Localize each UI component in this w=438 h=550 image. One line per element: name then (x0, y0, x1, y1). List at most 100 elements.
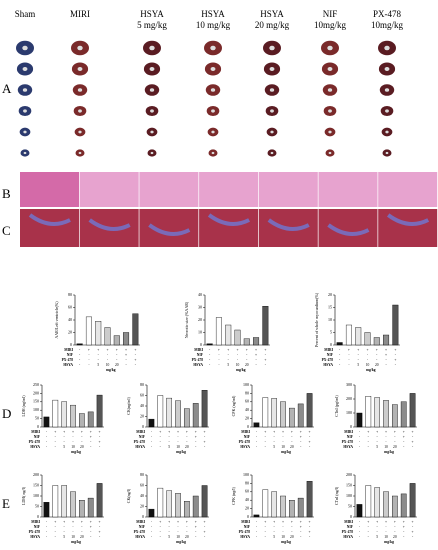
panel-label: E (2, 496, 10, 511)
treatment-name: PX-478 (134, 530, 146, 534)
treatment-name: NIF (34, 525, 41, 529)
treatment-mark: - (81, 525, 83, 529)
treatment-mark: - (218, 358, 220, 362)
bar (409, 393, 416, 428)
treatment-mark: + (81, 520, 83, 524)
treatment-mark: + (195, 430, 197, 434)
bar (383, 400, 389, 428)
heart-lumen (149, 45, 155, 51)
treatment-mark: + (134, 348, 136, 352)
y-tick-label: 20 (198, 317, 202, 322)
treatment-mark: - (177, 435, 179, 439)
bar (306, 393, 313, 428)
treatment-mark: - (99, 445, 101, 449)
heart-lumen (78, 151, 82, 155)
treatment-mark: - (339, 363, 341, 367)
y-tick-label: 300 (346, 382, 352, 387)
treatment-mark: + (116, 348, 118, 352)
histology-masson (139, 209, 199, 247)
histology-he (79, 172, 139, 207)
bar (297, 497, 304, 518)
treatment-mark: + (63, 520, 65, 524)
treatment-name: NIF (244, 435, 251, 439)
treatment-mark: + (90, 520, 92, 524)
bar (392, 304, 399, 346)
treatment-name: MIRI (344, 430, 353, 434)
treatment-mark: - (218, 363, 220, 367)
treatment-mark: - (274, 435, 276, 439)
treatment-mark: + (168, 430, 170, 434)
bar (192, 495, 199, 518)
column-label: HSYA (201, 9, 225, 19)
treatment-mark: - (368, 530, 370, 534)
treatment-mark: - (309, 445, 311, 449)
treatment-mark: - (376, 353, 378, 357)
treatment-mark: + (125, 353, 127, 357)
treatment-mark: + (99, 520, 101, 524)
treatment-mark: + (348, 348, 350, 352)
treatment-mark: - (265, 525, 267, 529)
treatment-mark: - (291, 530, 293, 534)
treatment-mark: - (55, 530, 57, 534)
treatment-mark: 5 (168, 445, 170, 449)
treatment-mark: + (412, 520, 414, 524)
y-tick-label: 150 (33, 482, 39, 487)
y-axis-label: LDH (ng/ml) (21, 395, 26, 417)
y-tick-label: 20 (245, 506, 249, 511)
treatment-mark: - (116, 353, 118, 357)
treatment-mark: - (265, 363, 267, 367)
treatment-mark: - (90, 445, 92, 449)
bar (400, 493, 407, 518)
treatment-mark: - (169, 530, 171, 534)
treatment-mark: - (282, 435, 284, 439)
heart-lumen (22, 88, 28, 92)
treatment-mark: 20 (185, 535, 189, 539)
treatment-unit: mg/kg (176, 540, 186, 544)
treatment-mark: - (209, 348, 211, 352)
treatment-mark: - (358, 358, 360, 362)
histology-he (20, 172, 79, 207)
heart-lumen (327, 88, 333, 92)
treatment-mark: + (300, 520, 302, 524)
treatment-mark: - (135, 353, 137, 357)
treatment-mark: - (394, 530, 396, 534)
treatment-name: PX-478 (342, 440, 354, 444)
y-tick-label: 250 (33, 382, 39, 387)
treatment-mark: 20 (185, 445, 189, 449)
heart-lumen (385, 151, 389, 155)
treatment-mark: + (246, 348, 248, 352)
treatment-mark: + (394, 520, 396, 524)
y-axis-label: Percent of whole myocardium(%) (314, 292, 319, 347)
bar (76, 343, 83, 346)
heart-lumen (23, 151, 27, 155)
bar (365, 485, 372, 518)
treatment-mark: - (64, 525, 66, 529)
heart-lumen (77, 88, 83, 92)
treatment-mark: - (160, 530, 162, 534)
y-tick-label: 5 (330, 329, 332, 334)
treatment-mark: - (300, 535, 302, 539)
treatment-mark: - (99, 535, 101, 539)
bar (215, 317, 222, 346)
heart-lumen (22, 45, 28, 51)
bar (104, 327, 111, 346)
treatment-mark: 5 (63, 445, 65, 449)
treatment-mark: 20 (290, 535, 294, 539)
treatment-mark: - (282, 525, 284, 529)
treatment-mark: + (204, 520, 206, 524)
bar (225, 324, 232, 346)
treatment-mark: - (274, 530, 276, 534)
y-tick-label: 40 (198, 292, 202, 297)
treatment-mark: + (403, 525, 405, 529)
treatment-name: HSYA (30, 445, 40, 449)
collagen (88, 218, 131, 231)
y-tick-label: 0 (142, 424, 144, 429)
treatment-mark: + (273, 520, 275, 524)
treatment-mark: - (88, 353, 90, 357)
bar (306, 481, 313, 518)
treatment-mark: - (204, 525, 206, 529)
treatment-name: PX-478 (342, 530, 354, 534)
collagen (28, 213, 71, 226)
heart-lumen (210, 66, 216, 72)
